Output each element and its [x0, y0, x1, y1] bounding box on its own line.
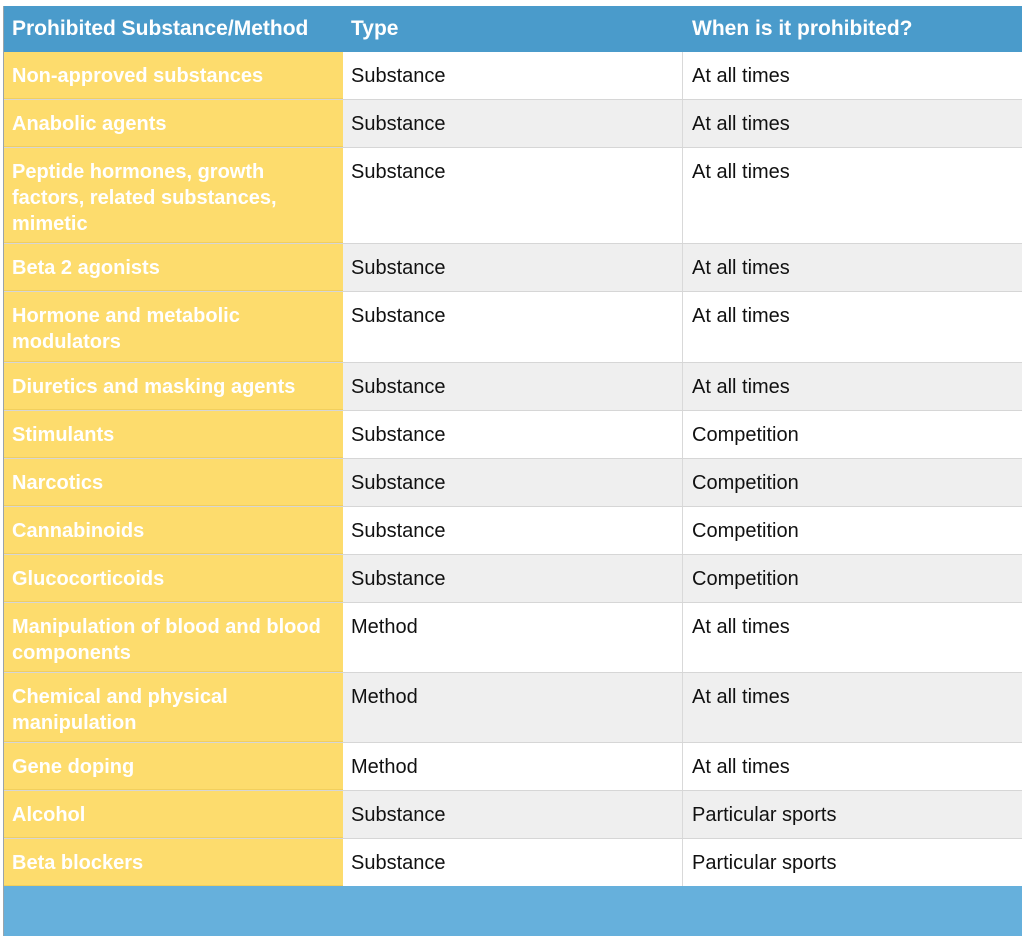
substance-name-cell: Non-approved substances: [4, 52, 343, 99]
type-cell: Substance: [343, 839, 683, 886]
when-prohibited-cell: At all times: [683, 603, 1022, 672]
table-row: Alcohol Substance Particular sports: [4, 791, 1022, 839]
when-prohibited-cell: Particular sports: [683, 839, 1022, 886]
table-row: Diuretics and masking agents Substance At …: [4, 363, 1022, 411]
substance-name-cell: Glucocorticoids: [4, 555, 343, 602]
type-cell: Substance: [343, 244, 683, 291]
when-prohibited-cell: Competition: [683, 555, 1022, 602]
type-cell: Method: [343, 603, 683, 672]
type-cell: Method: [343, 673, 683, 742]
when-prohibited-cell: At all times: [683, 244, 1022, 291]
substance-name-cell: Diuretics and masking agents: [4, 363, 343, 410]
table-row: Cannabinoids Substance Competition: [4, 507, 1022, 555]
type-cell: Substance: [343, 507, 683, 554]
when-prohibited-cell: At all times: [683, 52, 1022, 99]
when-prohibited-cell: At all times: [683, 100, 1022, 147]
substance-name-cell: Narcotics: [4, 459, 343, 506]
type-cell: Substance: [343, 148, 683, 243]
substance-name-cell: Cannabinoids: [4, 507, 343, 554]
when-prohibited-cell: At all times: [683, 363, 1022, 410]
type-cell: Substance: [343, 292, 683, 362]
when-prohibited-cell: Competition: [683, 459, 1022, 506]
table-row: Non-approved substances Substance At all t…: [4, 52, 1022, 100]
table-body: Non-approved substances Substance At all t…: [4, 52, 1022, 887]
when-prohibited-cell: Particular sports: [683, 791, 1022, 838]
header-type: Type: [351, 17, 399, 40]
when-prohibited-cell: Competition: [683, 507, 1022, 554]
substance-name-cell: Manipulation of blood and blood componen…: [4, 603, 343, 672]
substance-name-cell: Hormone and metabolic modulators: [4, 292, 343, 362]
substance-name-cell: Peptide hormones, growth factors, relate…: [4, 148, 343, 243]
type-cell: Substance: [343, 459, 683, 506]
substance-name-cell: Anabolic agents: [4, 100, 343, 147]
type-cell: Substance: [343, 411, 683, 458]
when-prohibited-cell: At all times: [683, 292, 1022, 362]
when-prohibited-cell: At all times: [683, 148, 1022, 243]
table-row: Chemical and physical manipulation Method…: [4, 673, 1022, 743]
table-row: Gene doping Method At all times: [4, 743, 1022, 791]
substance-name-cell: Beta 2 agonists: [4, 244, 343, 291]
table-row: Beta blockers Substance Particular sports: [4, 839, 1022, 887]
table-row: Beta 2 agonists Substance At all times: [4, 244, 1022, 292]
type-cell: Substance: [343, 555, 683, 602]
header-substance-method: Prohibited Substance/Method: [12, 17, 309, 40]
substance-name-cell: Gene doping: [4, 743, 343, 790]
table-row: Manipulation of blood and blood componen…: [4, 603, 1022, 673]
type-cell: Substance: [343, 363, 683, 410]
type-cell: Substance: [343, 100, 683, 147]
substance-name-cell: Stimulants: [4, 411, 343, 458]
table-footer-bar: [4, 886, 1022, 936]
table-row: Peptide hormones, growth factors, relate…: [4, 148, 1022, 244]
when-prohibited-cell: At all times: [683, 743, 1022, 790]
substance-name-cell: Chemical and physical manipulation: [4, 673, 343, 742]
table-row: Anabolic agents Substance At all times: [4, 100, 1022, 148]
table-row: Narcotics Substance Competition: [4, 459, 1022, 507]
table-row: Hormone and metabolic modulators Substanc…: [4, 292, 1022, 363]
type-cell: Method: [343, 743, 683, 790]
table-row: Glucocorticoids Substance Competition: [4, 555, 1022, 603]
header-when-prohibited: When is it prohibited?: [692, 17, 913, 40]
type-cell: Substance: [343, 791, 683, 838]
substance-name-cell: Alcohol: [4, 791, 343, 838]
table-header-row: Prohibited Substance/Method Type When is…: [4, 6, 1022, 52]
when-prohibited-cell: Competition: [683, 411, 1022, 458]
when-prohibited-cell: At all times: [683, 673, 1022, 742]
table-row: Stimulants Substance Competition: [4, 411, 1022, 459]
substance-name-cell: Beta blockers: [4, 839, 343, 886]
prohibited-list-table: Prohibited Substance/Method Type When is…: [3, 6, 1022, 936]
type-cell: Substance: [343, 52, 683, 99]
